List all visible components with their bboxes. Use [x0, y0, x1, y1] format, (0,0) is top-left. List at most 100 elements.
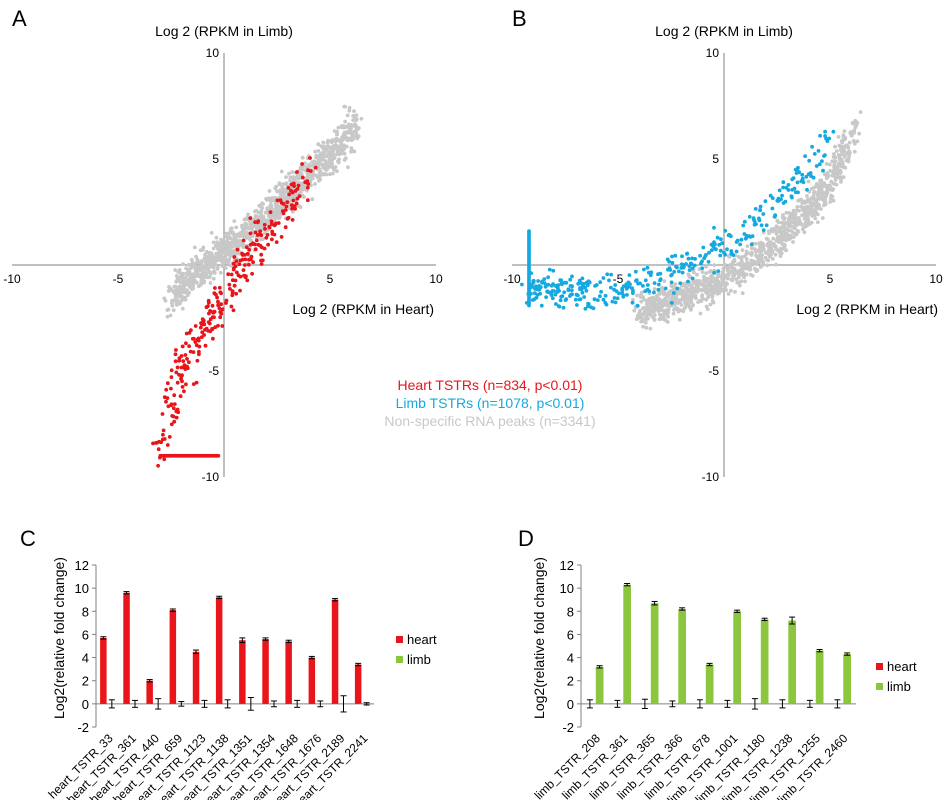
scatter-point [759, 223, 764, 228]
scatter-point [166, 289, 171, 293]
scatter-point [724, 288, 728, 292]
bar-c-y-tick-label: 6 [82, 627, 89, 642]
scatter-point [621, 293, 626, 298]
scatter-point [351, 114, 356, 118]
scatter-point [725, 276, 730, 281]
scatter-point [286, 186, 291, 190]
scatter-point [545, 289, 549, 294]
scatter-point [244, 230, 249, 235]
scatter-point [178, 394, 183, 399]
scatter-point [216, 303, 221, 308]
panel-label-a: A [12, 6, 27, 31]
scatter-point [272, 211, 276, 216]
scatter-point [835, 167, 840, 172]
scatter-point [634, 278, 639, 282]
scatter-point [723, 265, 728, 269]
scatter-point [645, 302, 649, 307]
scatter-point [263, 226, 267, 231]
scatter-point [246, 212, 250, 217]
scatter-point [542, 277, 547, 281]
panel-label-b: B [512, 6, 527, 31]
scatter-point [193, 279, 198, 283]
scatter-point [296, 183, 301, 188]
scatter-point [726, 265, 731, 270]
scatter-point [834, 182, 839, 187]
scatter-b-x-tick-label: 5 [827, 272, 834, 286]
scatter-point [562, 290, 567, 295]
scatter-point [679, 303, 684, 307]
scatter-point [766, 244, 771, 249]
scatter-point [151, 441, 155, 446]
bar-c-y-tick-label: 4 [82, 651, 89, 666]
scatter-point [343, 119, 347, 124]
scatter-point [781, 185, 785, 190]
scatter-point [228, 248, 233, 253]
scatter-point [276, 221, 281, 225]
scatter-point [670, 272, 674, 277]
scatter-point [700, 293, 705, 298]
scatter-point [283, 208, 288, 212]
scatter-point [342, 158, 347, 162]
scatter-point [244, 222, 249, 227]
scatter-point [794, 171, 799, 175]
scatter-point [836, 153, 841, 157]
scatter-point [685, 283, 690, 288]
scatter-point [670, 254, 674, 259]
scatter-point [727, 269, 732, 274]
scatter-b-series-non-specific [631, 110, 863, 331]
bar-d-bar-limb [733, 611, 741, 704]
scatter-point [789, 236, 793, 240]
scatter-point [703, 254, 708, 258]
scatter-point [795, 180, 800, 185]
scatter-b-limb-column [527, 229, 531, 308]
scatter-point [558, 278, 563, 283]
scatter-point [828, 200, 832, 204]
scatter-point [698, 253, 702, 258]
scatter-point [316, 157, 321, 162]
scatter-point [687, 268, 692, 272]
scatter-point [180, 273, 185, 277]
scatter-point [322, 144, 327, 149]
scatter-point [201, 245, 206, 250]
bar-d-bar-limb [705, 664, 714, 704]
scatter-point [281, 211, 286, 216]
scatter-point [159, 440, 164, 445]
scatter-point [603, 293, 608, 298]
bar-c-y-tick-label: -2 [77, 720, 89, 735]
scatter-point [547, 267, 552, 272]
scatter-point [549, 283, 554, 288]
scatter-point [566, 288, 571, 293]
scatter-point [706, 260, 711, 264]
scatter-point [174, 298, 178, 303]
scatter-point [235, 247, 240, 252]
scatter-point [754, 249, 758, 254]
scatter-point [279, 200, 284, 205]
scatter-point [169, 402, 174, 407]
scatter-point [173, 352, 178, 357]
scatter-point [354, 113, 359, 117]
scatter-point [688, 261, 693, 266]
scatter-point [234, 225, 239, 230]
scatter-point [810, 144, 814, 149]
scatter-point [198, 266, 203, 271]
scatter-a-series-non-specific [162, 104, 364, 319]
scatter-point [747, 267, 752, 272]
scatter-point [735, 280, 740, 285]
scatter-point [339, 144, 344, 149]
scatter-point [852, 139, 856, 144]
scatter-point [208, 309, 213, 313]
scatter-point [353, 122, 357, 126]
scatter-point [758, 244, 763, 249]
scatter-point [666, 310, 671, 315]
scatter-point [237, 234, 242, 239]
scatter-point [326, 139, 331, 143]
scatter-point [819, 207, 823, 211]
scatter-point [203, 327, 207, 332]
scatter-point [534, 286, 538, 291]
scatter-point [612, 296, 617, 300]
scatter-point [185, 357, 189, 361]
scatter-point [706, 290, 711, 295]
scatter-point [814, 164, 819, 168]
scatter-point [156, 447, 161, 452]
scatter-point [211, 336, 215, 341]
